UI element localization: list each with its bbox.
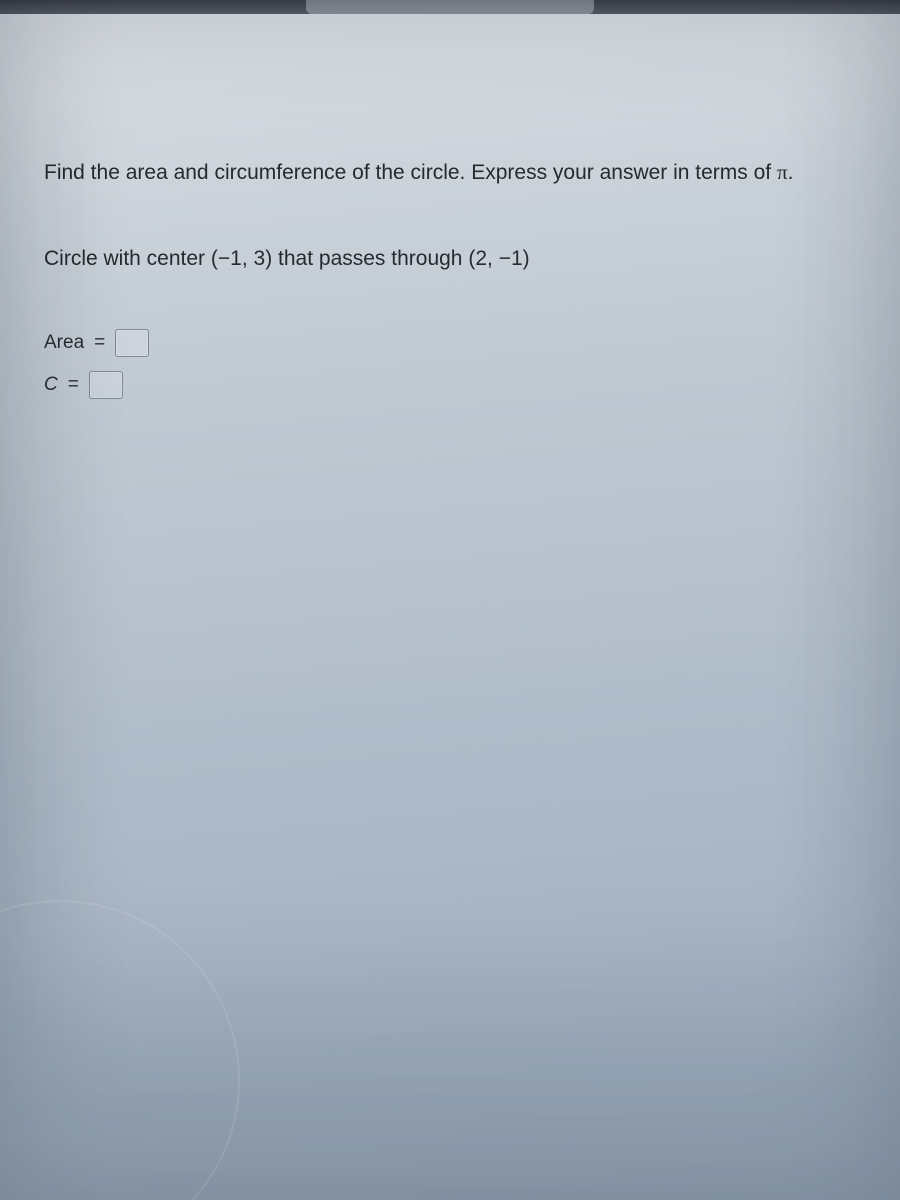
equals-sign: = bbox=[68, 374, 79, 396]
prompt-suffix: . bbox=[788, 161, 794, 184]
center-comma: , bbox=[242, 247, 254, 270]
detail-prefix: Circle with center ( bbox=[44, 247, 218, 270]
center-y: 3 bbox=[254, 247, 266, 270]
area-row: Area = bbox=[44, 329, 856, 357]
circumference-label: C bbox=[44, 374, 58, 396]
prompt-text: Find the area and circumference of the c… bbox=[44, 161, 777, 184]
point-y: −1 bbox=[499, 247, 523, 270]
answer-section: Area = C = bbox=[44, 329, 856, 399]
detail-suffix: ) bbox=[523, 247, 530, 270]
point-x: 2 bbox=[475, 247, 487, 270]
detail-mid: ) that passes through ( bbox=[265, 247, 475, 270]
area-label: Area bbox=[44, 332, 84, 354]
center-x: −1 bbox=[218, 247, 242, 270]
question-prompt: Find the area and circumference of the c… bbox=[44, 158, 856, 187]
pi-symbol: π bbox=[777, 160, 788, 184]
area-input[interactable] bbox=[115, 329, 149, 357]
question-detail: Circle with center (−1, 3) that passes t… bbox=[44, 247, 856, 271]
circumference-input[interactable] bbox=[89, 371, 123, 399]
circumference-row: C = bbox=[44, 371, 856, 399]
question-panel: Find the area and circumference of the c… bbox=[0, 0, 900, 1200]
point-comma: , bbox=[487, 247, 499, 270]
equals-sign: = bbox=[94, 332, 105, 354]
